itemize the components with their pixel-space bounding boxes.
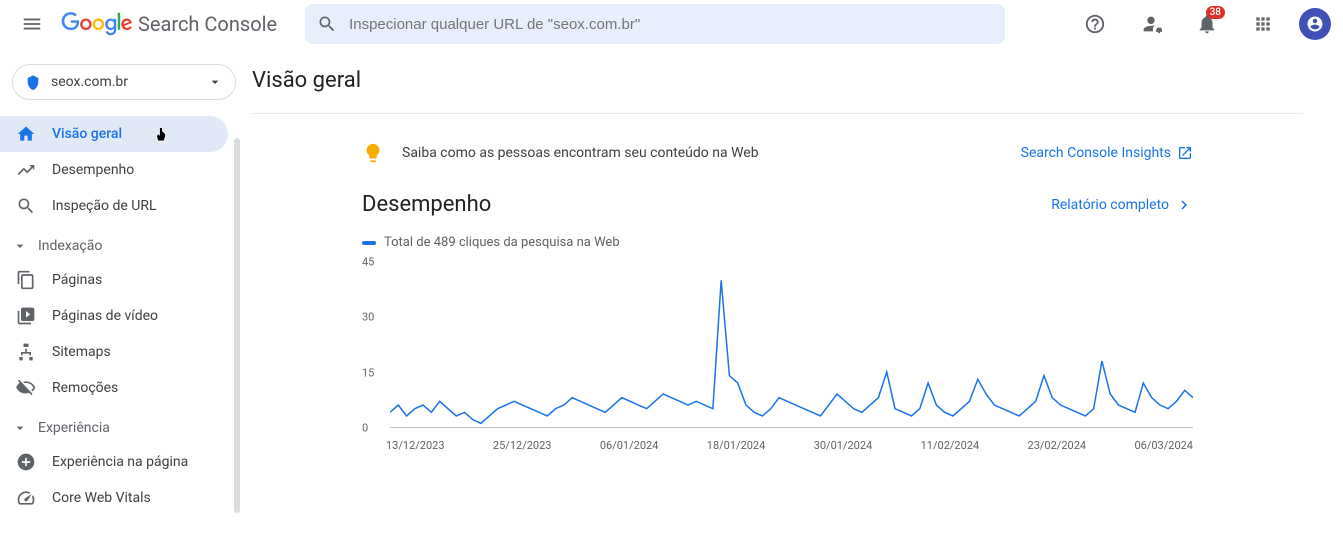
chevron-down-icon	[12, 420, 28, 436]
plus-circle-icon	[16, 452, 36, 472]
y-tick-label: 0	[362, 422, 368, 435]
sidebar-item-video-pages[interactable]: Páginas de vídeo	[0, 298, 228, 334]
insights-text: Saiba como as pessoas encontram seu cont…	[402, 145, 759, 161]
insights-bar: Saiba como as pessoas encontram seu cont…	[252, 114, 1303, 192]
sidebar-item-label: Experiência na página	[52, 454, 188, 470]
sidebar-item-overview[interactable]: Visão geral	[0, 116, 228, 152]
sidebar-item-performance[interactable]: Desempenho	[0, 152, 228, 188]
video-pages-icon	[16, 306, 36, 326]
performance-title: Desempenho	[362, 192, 491, 217]
sidebar-item-label: Visão geral	[52, 126, 122, 142]
person-settings-icon	[1140, 13, 1162, 35]
url-inspection-search[interactable]	[305, 4, 1005, 44]
page-title: Visão geral	[252, 68, 1303, 114]
chart-legend: Total de 489 cliques da pesquisa na Web	[362, 235, 1193, 250]
speed-icon	[16, 488, 36, 508]
line-chart-svg	[390, 262, 1193, 427]
sidebar-item-label: Desempenho	[52, 162, 134, 178]
sidebar-item-sitemaps[interactable]: Sitemaps	[0, 334, 228, 370]
search-icon	[16, 196, 36, 216]
account-avatar[interactable]	[1299, 8, 1331, 40]
apps-grid-icon	[1253, 14, 1273, 34]
search-input[interactable]	[349, 16, 993, 33]
notification-badge: 38	[1206, 6, 1225, 19]
domain-icon	[25, 74, 41, 90]
performance-chart: 13/12/2023 25/12/2023 06/01/2024 18/01/2024…	[362, 262, 1193, 452]
y-tick-label: 15	[362, 366, 374, 379]
home-icon	[16, 124, 36, 144]
pages-icon	[16, 270, 36, 290]
x-tick-label: 06/03/2024	[1134, 439, 1193, 452]
x-tick-label: 11/02/2024	[921, 439, 980, 452]
sidebar-item-url-inspection[interactable]: Inspeção de URL	[0, 188, 228, 224]
hamburger-icon	[21, 13, 43, 35]
property-selector[interactable]: seox.com.br	[12, 64, 236, 100]
legend-label: Total de 489 cliques da pesquisa na Web	[384, 235, 620, 250]
sidebar-item-label: Core Web Vitals	[52, 490, 151, 506]
product-logo: Search Console	[60, 12, 277, 36]
sidebar-item-label: Páginas de vídeo	[52, 308, 158, 324]
x-tick-label: 18/01/2024	[707, 439, 766, 452]
visibility-off-icon	[16, 378, 36, 398]
sidebar-item-label: Remoções	[52, 380, 118, 396]
sidebar-item-core-web-vitals[interactable]: Core Web Vitals	[0, 480, 228, 516]
google-logo-icon	[60, 12, 134, 36]
chevron-down-icon	[207, 74, 223, 90]
sidebar-item-removals[interactable]: Remoções	[0, 370, 228, 406]
chevron-right-icon	[1175, 196, 1193, 214]
section-experience[interactable]: Experiência	[0, 406, 248, 444]
y-tick-label: 30	[362, 311, 374, 324]
menu-button[interactable]	[12, 4, 52, 44]
sidebar-item-label: Inspeção de URL	[52, 198, 157, 214]
avatar-icon	[1306, 15, 1324, 33]
search-icon	[317, 14, 337, 34]
apps-button[interactable]	[1243, 4, 1283, 44]
sidebar: seox.com.br Visão geral Desempenho Inspe…	[0, 48, 248, 533]
trending-up-icon	[16, 160, 36, 180]
full-report-link[interactable]: Relatório completo	[1051, 196, 1193, 214]
main-content: Visão geral Saiba como as pessoas encont…	[248, 48, 1343, 533]
sidebar-item-label: Páginas	[52, 272, 102, 288]
section-label: Indexação	[38, 238, 102, 254]
section-indexing[interactable]: Indexação	[0, 224, 248, 262]
insights-link-label: Search Console Insights	[1021, 145, 1171, 161]
x-tick-label: 13/12/2023	[386, 439, 445, 452]
product-name: Search Console	[138, 12, 277, 36]
cursor-icon	[152, 124, 170, 146]
chevron-down-icon	[12, 238, 28, 254]
x-tick-label: 25/12/2023	[493, 439, 552, 452]
help-icon	[1084, 13, 1106, 35]
lightbulb-icon	[362, 142, 384, 164]
sidebar-item-label: Sitemaps	[52, 344, 111, 360]
full-report-label: Relatório completo	[1051, 197, 1169, 213]
y-tick-label: 45	[362, 256, 374, 269]
open-in-new-icon	[1177, 145, 1193, 161]
insights-link[interactable]: Search Console Insights	[1021, 145, 1193, 161]
legend-swatch	[362, 241, 376, 245]
sidebar-item-pages[interactable]: Páginas	[0, 262, 228, 298]
x-tick-label: 23/02/2024	[1028, 439, 1087, 452]
property-name: seox.com.br	[51, 74, 197, 90]
sidebar-item-page-experience[interactable]: Experiência na página	[0, 444, 228, 480]
x-axis-labels: 13/12/2023 25/12/2023 06/01/2024 18/01/2024…	[386, 439, 1193, 452]
users-button[interactable]	[1131, 4, 1171, 44]
x-tick-label: 30/01/2024	[814, 439, 873, 452]
notifications-button[interactable]: 38	[1187, 4, 1227, 44]
help-button[interactable]	[1075, 4, 1115, 44]
section-label: Experiência	[38, 420, 110, 436]
sitemap-icon	[16, 342, 36, 362]
performance-card: Desempenho Relatório completo Total de 4…	[362, 192, 1193, 452]
x-tick-label: 06/01/2024	[600, 439, 659, 452]
